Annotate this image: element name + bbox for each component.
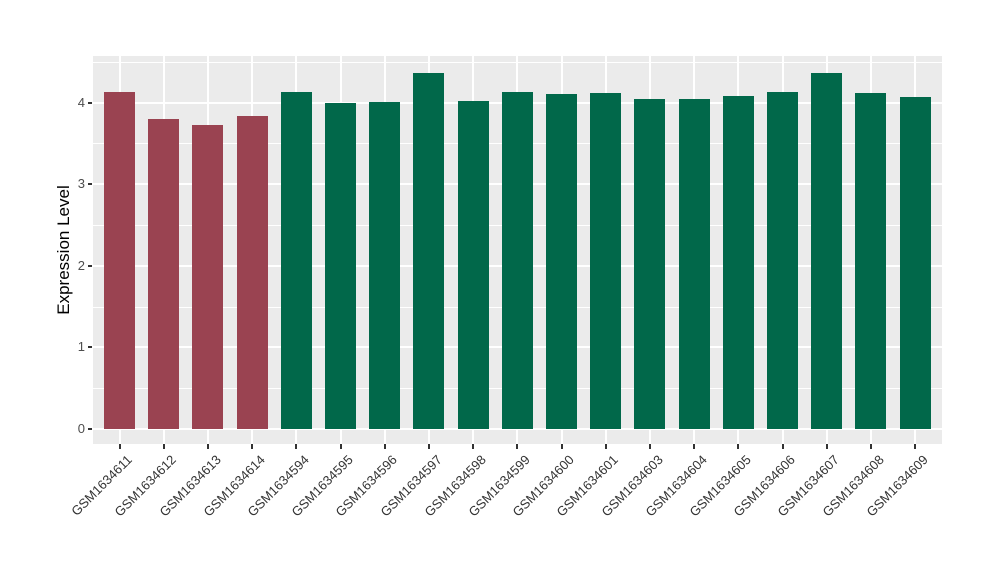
y-axis-tick bbox=[88, 346, 92, 349]
bar-GSM1634606 bbox=[767, 91, 798, 429]
x-axis-tick bbox=[472, 444, 475, 449]
x-axis-tick bbox=[383, 444, 386, 449]
x-axis-tick bbox=[737, 444, 740, 449]
x-axis-tick bbox=[251, 444, 254, 449]
x-axis-tick bbox=[516, 444, 519, 449]
bar-GSM1634603 bbox=[634, 98, 666, 429]
x-axis-tick bbox=[295, 444, 298, 449]
x-axis-tick bbox=[869, 444, 872, 449]
y-tick-label: 3 bbox=[77, 176, 85, 192]
y-axis-tick bbox=[88, 101, 92, 104]
x-axis-tick bbox=[781, 444, 784, 449]
bar-GSM1634597 bbox=[413, 73, 445, 429]
x-axis-tick bbox=[206, 444, 209, 449]
bar-GSM1634614 bbox=[236, 115, 268, 429]
bar-GSM1634607 bbox=[811, 73, 843, 429]
y-axis-tick bbox=[88, 183, 92, 186]
bar-GSM1634605 bbox=[722, 96, 754, 429]
bar-GSM1634601 bbox=[590, 92, 622, 429]
bar-GSM1634598 bbox=[457, 100, 489, 429]
y-tick-label: 4 bbox=[77, 94, 85, 110]
bar-GSM1634595 bbox=[325, 102, 356, 429]
x-axis-tick bbox=[427, 444, 430, 449]
y-tick-label: 1 bbox=[77, 339, 85, 355]
plot-panel bbox=[93, 56, 942, 444]
y-tick-label: 2 bbox=[77, 257, 85, 273]
y-tick-label: 0 bbox=[77, 421, 85, 436]
bar-GSM1634600 bbox=[546, 93, 577, 429]
x-axis-tick bbox=[648, 444, 651, 449]
x-axis-tick bbox=[825, 444, 828, 449]
bar-GSM1634612 bbox=[148, 118, 180, 429]
x-axis-tick bbox=[339, 444, 342, 449]
x-axis-tick bbox=[162, 444, 165, 449]
y-axis-tick bbox=[88, 428, 92, 430]
bar-GSM1634599 bbox=[501, 91, 533, 429]
y-axis-tick bbox=[88, 264, 92, 267]
x-axis-tick bbox=[560, 444, 563, 449]
bar-GSM1634604 bbox=[678, 98, 710, 429]
bar-GSM1634611 bbox=[104, 91, 135, 429]
x-axis-tick bbox=[914, 444, 917, 449]
bar-GSM1634608 bbox=[855, 92, 887, 429]
y-axis-title: Expression Level bbox=[54, 185, 73, 315]
bar-GSM1634613 bbox=[192, 125, 224, 429]
bar-GSM1634609 bbox=[899, 96, 931, 429]
bar-GSM1634596 bbox=[369, 101, 401, 429]
x-axis-tick bbox=[693, 444, 696, 449]
bar-GSM1634594 bbox=[280, 91, 312, 429]
x-axis-tick bbox=[118, 444, 121, 449]
x-axis-tick bbox=[604, 444, 607, 449]
